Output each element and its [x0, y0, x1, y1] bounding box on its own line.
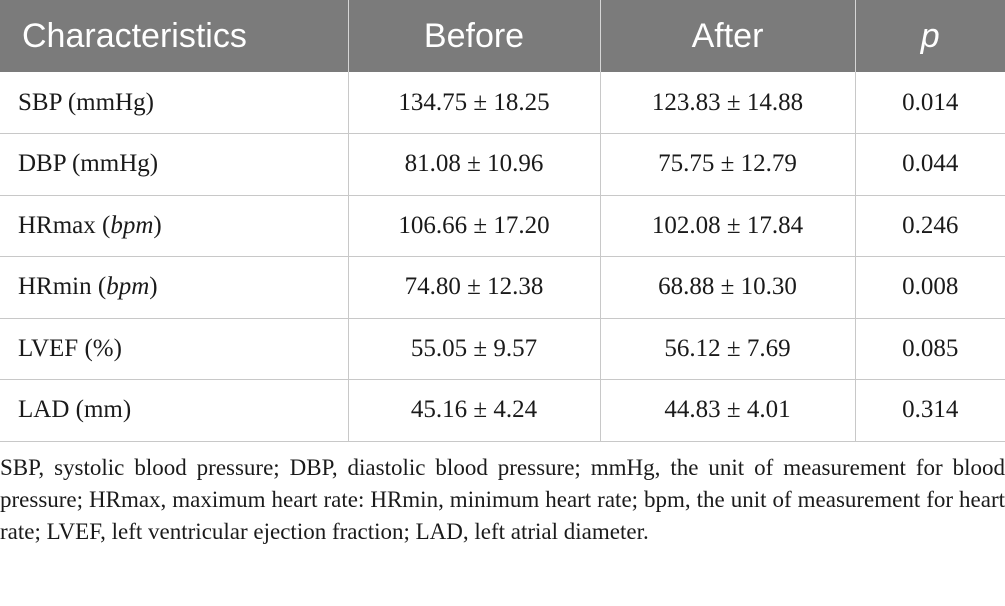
cell-before: 134.75 ± 18.25: [348, 72, 601, 134]
table-row: SBP (mmHg) 134.75 ± 18.25 123.83 ± 14.88 0.…: [0, 72, 1005, 134]
cell-p-value: 0.044: [855, 133, 1005, 196]
characteristic-unit: mmHg: [80, 150, 150, 178]
cell-p-value: 0.246: [855, 195, 1005, 257]
cell-after: 75.75 ± 12.79: [600, 133, 856, 196]
cell-characteristic: DBP (mmHg): [0, 133, 349, 196]
cell-before: 106.66 ± 17.20: [348, 195, 601, 257]
table-row: HRmax (bpm) 106.66 ± 17.20 102.08 ± 17.84 0…: [0, 195, 1005, 257]
cell-p-value: 0.014: [855, 72, 1005, 134]
characteristic-name: LAD: [18, 396, 70, 424]
cell-before: 74.80 ± 12.38: [348, 256, 601, 319]
table-row: LAD (mm) 45.16 ± 4.24 44.83 ± 4.01 0.314: [0, 379, 1005, 442]
cell-after: 102.08 ± 17.84: [600, 195, 856, 257]
characteristic-unit: mmHg: [76, 88, 146, 116]
characteristic-name: LVEF: [18, 334, 79, 362]
header-p: p: [855, 0, 1005, 72]
cell-characteristic: HRmin (bpm): [0, 256, 349, 319]
table-row: HRmin (bpm) 74.80 ± 12.38 68.88 ± 10.30 0.0…: [0, 256, 1005, 319]
characteristic-unit: mm: [83, 396, 123, 424]
characteristic-name: SBP: [18, 88, 62, 116]
characteristic-unit: bpm: [110, 211, 154, 239]
table-body: SBP (mmHg) 134.75 ± 18.25 123.83 ± 14.88 0.…: [0, 72, 1005, 442]
characteristic-name: HRmax: [18, 211, 96, 239]
cell-before: 45.16 ± 4.24: [348, 379, 601, 442]
cell-characteristic: SBP (mmHg): [0, 72, 349, 134]
cell-characteristic: LVEF (%): [0, 318, 349, 380]
cell-after: 123.83 ± 14.88: [600, 72, 856, 134]
characteristic-name: HRmin: [18, 273, 92, 301]
cell-characteristic: LAD (mm): [0, 379, 349, 442]
header-row: Characteristics Before After p: [0, 0, 1005, 72]
table-footnote: SBP, systolic blood pressure; DBP, diast…: [0, 455, 1005, 544]
cell-p-value: 0.314: [855, 379, 1005, 442]
cell-p-value: 0.085: [855, 318, 1005, 380]
cell-after: 44.83 ± 4.01: [600, 379, 856, 442]
cell-after: 68.88 ± 10.30: [600, 256, 856, 319]
cell-characteristic: HRmax (bpm): [0, 195, 349, 257]
characteristic-name: DBP: [18, 150, 66, 178]
table-row: DBP (mmHg) 81.08 ± 10.96 75.75 ± 12.79 0.04…: [0, 133, 1005, 196]
results-table: Characteristics Before After p SBP (mmHg…: [0, 0, 1005, 442]
cell-p-value: 0.008: [855, 256, 1005, 319]
header-after: After: [600, 0, 856, 72]
cell-before: 55.05 ± 9.57: [348, 318, 601, 380]
characteristic-unit: %: [92, 334, 114, 362]
cell-after: 56.12 ± 7.69: [600, 318, 856, 380]
header-before: Before: [348, 0, 601, 72]
table-header: Characteristics Before After p: [0, 0, 1005, 72]
table-row: LVEF (%) 55.05 ± 9.57 56.12 ± 7.69 0.085: [0, 318, 1005, 380]
cell-before: 81.08 ± 10.96: [348, 133, 601, 196]
characteristic-unit: bpm: [106, 273, 150, 301]
header-characteristics: Characteristics: [0, 0, 349, 72]
